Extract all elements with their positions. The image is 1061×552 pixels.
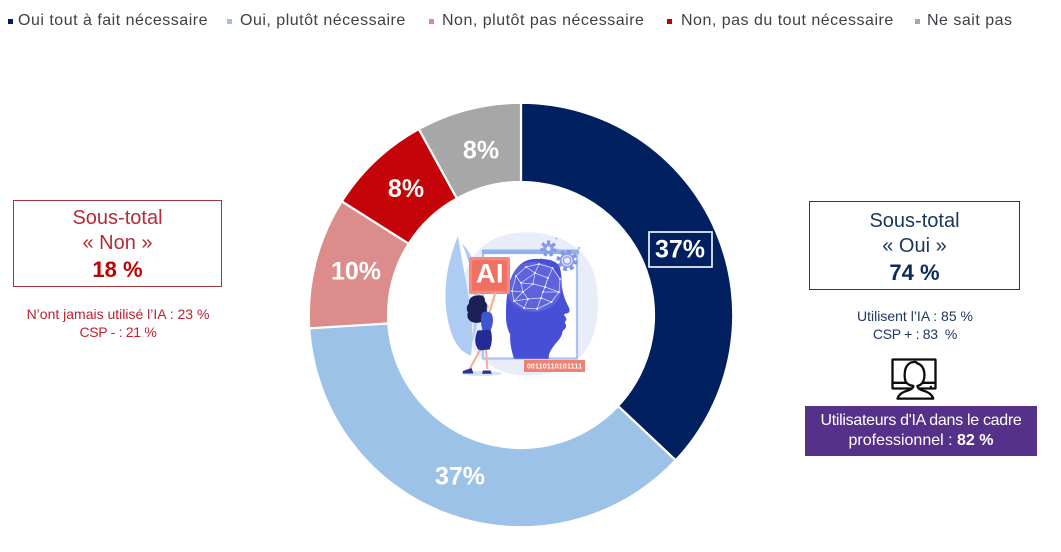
svg-text:37%: 37% — [655, 236, 705, 264]
svg-text:8%: 8% — [463, 137, 499, 165]
svg-text:8%: 8% — [388, 175, 424, 203]
svg-text:37%: 37% — [435, 463, 485, 491]
svg-text:00110110101111: 00110110101111 — [527, 364, 582, 371]
svg-text:AI: AI — [476, 259, 504, 289]
svg-text:10%: 10% — [331, 258, 381, 286]
